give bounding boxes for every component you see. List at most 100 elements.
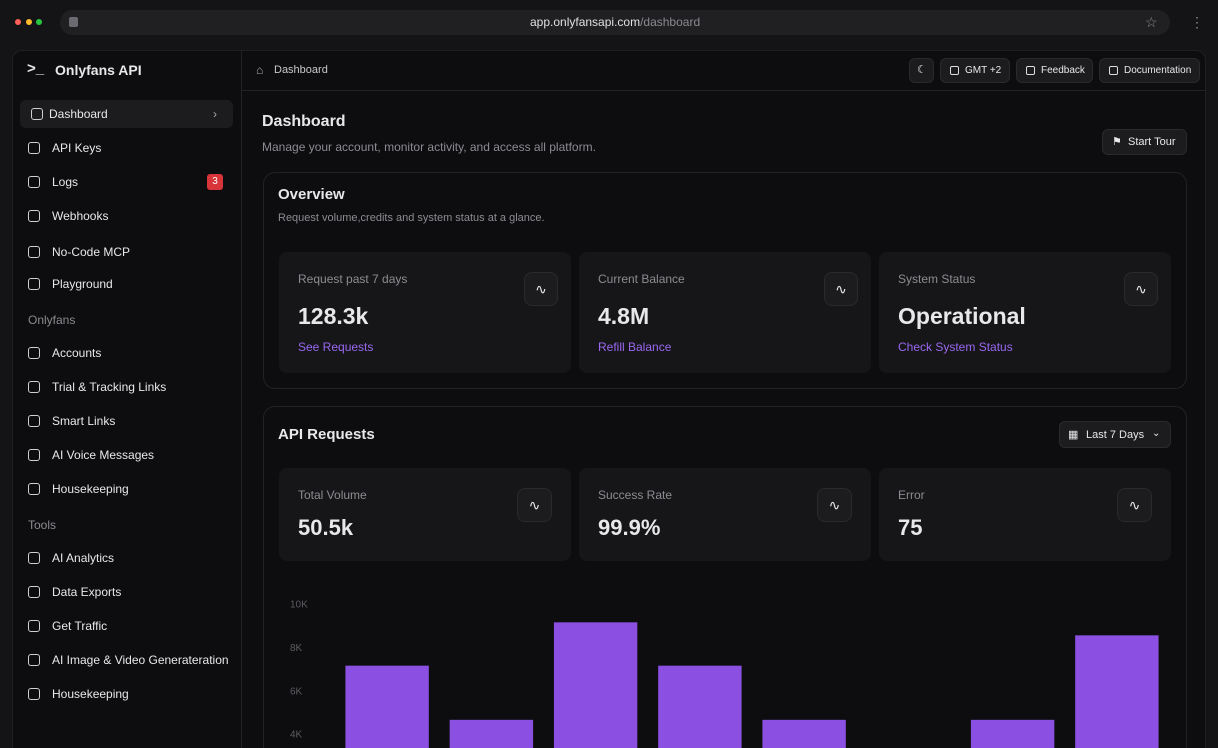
api-stat: Error ∿ 75 <box>879 468 1171 561</box>
overview-stat: Request past 7 days ∿ 128.3k See Requests <box>279 252 571 373</box>
nav-item[interactable] <box>20 100 233 128</box>
nav-label: Webhooks <box>52 209 109 223</box>
stat-link[interactable]: See Requests <box>298 340 374 354</box>
nav-icon <box>28 278 40 290</box>
start-tour-button[interactable]: ⚑ Start Tour <box>1102 129 1187 155</box>
nav-label: Housekeeping <box>52 482 129 496</box>
nav-badge: 3 <box>207 174 223 190</box>
close-dot[interactable] <box>15 19 21 25</box>
api-stat: Total Volume ∿ 50.5k <box>279 468 571 561</box>
nav-icon <box>28 347 40 359</box>
nav-icon <box>28 654 40 666</box>
url: app.onlyfansapi.com/dashboard <box>530 14 700 30</box>
nav-label: AI Image & Video Generateration <box>52 653 229 667</box>
url-host: app.onlyfansapi.com <box>530 15 641 29</box>
y-tick-label: 6K <box>290 686 303 697</box>
nav-icon <box>28 552 40 564</box>
button-icon <box>950 66 959 75</box>
url-path: /dashboard <box>640 15 701 29</box>
nav-label: Housekeeping <box>52 687 129 701</box>
range-select[interactable]: ▦ Last 7 Days ⌄ <box>1059 421 1171 448</box>
nav-label: Data Exports <box>52 585 122 599</box>
topbar-button[interactable]: GMT +2 <box>940 58 1010 83</box>
api-requests-title: API Requests <box>278 426 375 443</box>
star-icon[interactable]: ☆ <box>1145 14 1158 30</box>
stat-value: 4.8M <box>598 303 650 329</box>
nav-icon <box>28 381 40 393</box>
bar <box>970 719 1055 748</box>
stat-icon: ∿ <box>1124 272 1158 306</box>
page-subtitle: Manage your account, monitor activity, a… <box>262 140 596 154</box>
stat-icon: ∿ <box>524 272 558 306</box>
api-requests-card <box>263 406 1187 748</box>
nav-icon <box>28 688 40 700</box>
stat-label: Request past 7 days <box>298 272 408 286</box>
nav-label: Playground <box>52 277 113 291</box>
button-icon <box>1109 66 1118 75</box>
nav-icon <box>28 415 40 427</box>
stat-label: Total Volume <box>298 488 367 502</box>
nav-icon <box>28 620 40 632</box>
nav-label: Logs <box>52 175 79 189</box>
bar <box>449 719 534 748</box>
calendar-icon: ▦ <box>1068 429 1079 441</box>
nav-label: API Keys <box>52 141 102 155</box>
nav-group-title: Tools <box>28 518 57 532</box>
stat-value: 75 <box>898 515 923 540</box>
nav-label: Get Traffic <box>52 619 108 633</box>
bar <box>762 719 846 748</box>
theme-button[interactable]: ☾ <box>909 58 934 83</box>
nav-chevron: › <box>213 107 217 121</box>
flag-icon: ⚑ <box>1112 136 1122 148</box>
home-icon: ⌂ <box>256 63 264 77</box>
button-icon <box>1026 66 1035 75</box>
topbar-divider <box>242 90 1206 91</box>
topbar-button[interactable]: Feedback <box>1016 58 1093 83</box>
lock-icon <box>69 17 78 27</box>
chevron-icon: ⌄ <box>1152 428 1161 439</box>
stat-icon: ∿ <box>817 488 852 522</box>
topbar-button-label: Feedback <box>1041 65 1085 76</box>
menu-icon[interactable]: ⋮ <box>1190 14 1204 30</box>
stat-label: Error <box>898 488 925 502</box>
min-dot[interactable] <box>26 19 32 25</box>
nav-icon <box>31 108 43 120</box>
bar <box>345 665 429 748</box>
nav-label: Dashboard <box>49 107 108 121</box>
nav-icon <box>28 142 40 154</box>
bar <box>658 665 742 748</box>
stat-link[interactable]: Check System Status <box>898 340 1013 354</box>
api-stat: Success Rate ∿ 99.9% <box>579 468 871 561</box>
stat-label: Current Balance <box>598 272 685 286</box>
overview-stat: System Status ∿ Operational Check System St… <box>879 252 1171 373</box>
stat-icon: ∿ <box>1117 488 1152 522</box>
stat-icon: ∿ <box>824 272 858 306</box>
y-tick-label: 10K <box>290 600 308 611</box>
nav-icon <box>28 586 40 598</box>
y-tick-label: 8K <box>290 643 303 654</box>
stat-link[interactable]: Refill Balance <box>598 340 672 354</box>
nav-label: No-Code MCP <box>52 245 131 259</box>
bar <box>1075 635 1159 748</box>
nav-label: Smart Links <box>52 414 116 428</box>
topbar-button-label: Documentation <box>1124 65 1192 76</box>
max-dot[interactable] <box>36 19 42 25</box>
breadcrumb[interactable]: Dashboard <box>274 64 328 76</box>
stat-value: 50.5k <box>298 515 354 540</box>
overview-stat: Current Balance ∿ 4.8M Refill Balance <box>579 252 871 373</box>
overview-card <box>263 172 1187 389</box>
stat-value: 128.3k <box>298 303 369 329</box>
nav-icon <box>28 449 40 461</box>
address-bar[interactable] <box>60 10 1170 35</box>
y-tick-label: 4K <box>290 730 303 741</box>
nav-icon <box>28 483 40 495</box>
start-tour-label: Start Tour <box>1128 136 1176 148</box>
chart: 4K 6K 8K 10K <box>290 600 1159 748</box>
nav-label: AI Voice Messages <box>52 448 155 462</box>
topbar-button-label: GMT +2 <box>965 65 1002 76</box>
stat-icon: ∿ <box>517 488 552 522</box>
stat-label: Success Rate <box>598 488 673 502</box>
topbar-button[interactable]: Documentation <box>1099 58 1200 83</box>
page-title: Dashboard <box>262 113 346 130</box>
